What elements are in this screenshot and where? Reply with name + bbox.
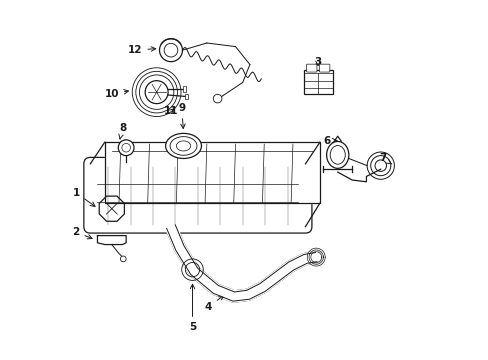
FancyBboxPatch shape [83, 157, 311, 233]
Text: 12: 12 [128, 45, 155, 55]
Ellipse shape [176, 141, 190, 151]
Text: 7: 7 [379, 153, 391, 164]
Bar [303, 69, 332, 94]
Bar [183, 86, 186, 92]
Circle shape [118, 140, 134, 156]
Polygon shape [104, 142, 319, 203]
Text: 3: 3 [314, 57, 321, 67]
Polygon shape [97, 235, 126, 244]
Text: 9: 9 [178, 103, 185, 129]
Text: 6: 6 [323, 136, 336, 145]
Ellipse shape [165, 134, 201, 158]
Text: 11: 11 [163, 106, 178, 116]
Circle shape [145, 81, 168, 104]
Ellipse shape [170, 136, 197, 155]
FancyBboxPatch shape [306, 64, 316, 72]
Text: 5: 5 [188, 284, 196, 332]
Text: 2: 2 [72, 227, 92, 239]
Text: 10: 10 [104, 89, 128, 99]
Circle shape [120, 256, 126, 262]
Circle shape [213, 94, 222, 103]
FancyBboxPatch shape [319, 64, 329, 72]
Ellipse shape [329, 145, 345, 164]
Circle shape [159, 39, 182, 62]
Circle shape [122, 143, 130, 152]
Text: 8: 8 [119, 123, 126, 139]
Text: 1: 1 [72, 188, 95, 206]
Ellipse shape [326, 141, 348, 168]
Circle shape [164, 43, 178, 57]
Text: 4: 4 [204, 295, 223, 312]
Bar [184, 94, 188, 99]
